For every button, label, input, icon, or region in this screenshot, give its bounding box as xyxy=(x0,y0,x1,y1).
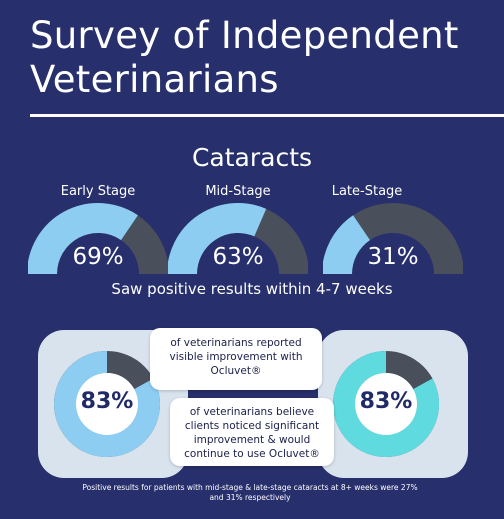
page-title: Survey of Independent Veterinarians xyxy=(30,14,459,102)
gauge-fill-mid-stage xyxy=(168,203,267,275)
stage-label-early: Early Stage xyxy=(60,184,136,199)
ring-center xyxy=(355,373,417,435)
gauge-fill-early-stage xyxy=(28,203,138,275)
survey-text-2: of veterinarians believe clients noticed… xyxy=(184,406,320,460)
stage-label-mid: Mid-Stage xyxy=(205,184,271,199)
results-caption: Saw positive results within 4-7 weeks xyxy=(111,280,393,298)
gauge-value-early: 69% xyxy=(72,244,124,270)
footnote: Positive results for patients with mid-s… xyxy=(82,483,418,502)
stage-label-late: Late-Stage xyxy=(331,184,403,199)
ring-left xyxy=(54,351,160,457)
gauge-value-mid: 63% xyxy=(212,244,264,270)
survey-text-bubble-2: of veterinarians believe clients noticed… xyxy=(170,398,334,466)
section-title: Cataracts xyxy=(191,143,313,172)
ring-value-right: 83% xyxy=(359,389,413,414)
ring-value-left: 83% xyxy=(80,389,134,414)
ring-center xyxy=(76,373,138,435)
title-divider xyxy=(30,114,504,117)
ring-fill xyxy=(333,351,439,457)
title-line-2: Veterinarians xyxy=(30,58,279,101)
title-line-1: Survey of Independent xyxy=(30,14,459,57)
gauge-mid xyxy=(168,203,308,275)
ring-right xyxy=(333,351,439,457)
ring-fill xyxy=(54,351,160,457)
gauge-value-late: 31% xyxy=(367,244,419,270)
survey-text-bubble-1: of veterinarians reported visible improv… xyxy=(150,328,322,390)
gauge-early xyxy=(28,203,168,275)
survey-text-1: of veterinarians reported visible improv… xyxy=(169,337,303,377)
gauge-fill-late-stage xyxy=(323,215,371,275)
gauge-late xyxy=(323,203,463,275)
